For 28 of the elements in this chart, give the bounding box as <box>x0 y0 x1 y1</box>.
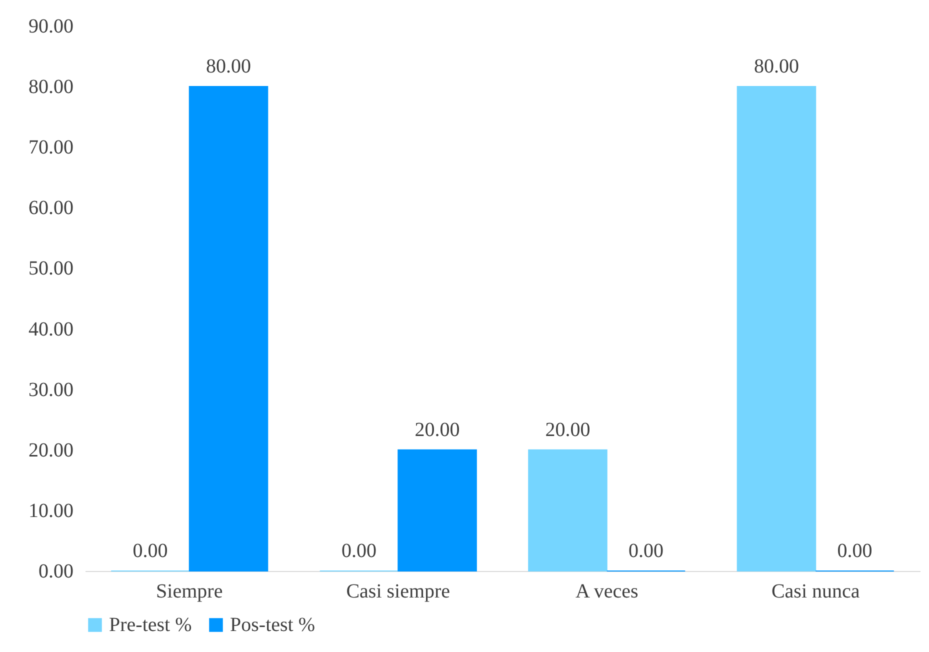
y-tick-label: 0.00 <box>38 560 74 582</box>
y-tick-label: 70.00 <box>28 136 74 159</box>
y-tick-label: 20.00 <box>28 439 74 462</box>
x-tick-label: Siempre <box>156 580 223 602</box>
y-tick-label: 80.00 <box>28 76 74 98</box>
y-tick-label: 10.00 <box>28 500 74 522</box>
y-tick-label: 90.00 <box>28 16 74 38</box>
y-tick-label: 50.00 <box>28 258 74 280</box>
data-label: 80.00 <box>754 56 799 78</box>
x-tick-label: Casi siempre <box>346 580 450 602</box>
data-label: 20.00 <box>414 418 460 441</box>
data-label: 0.00 <box>341 540 376 562</box>
data-label: 80.00 <box>206 56 252 78</box>
bar <box>736 86 816 572</box>
y-tick-label: 60.00 <box>28 197 74 220</box>
x-tick-label: Casi nunca <box>771 580 860 602</box>
data-label: 0.00 <box>628 540 664 562</box>
bar <box>528 449 608 572</box>
data-label: 0.00 <box>837 540 872 562</box>
data-label: 0.00 <box>132 540 168 562</box>
x-tick-label: A veces <box>575 580 638 602</box>
data-label: 20.00 <box>545 418 590 441</box>
bar <box>188 86 268 572</box>
y-tick-label: 40.00 <box>28 318 74 340</box>
bar <box>398 449 477 572</box>
y-tick-label: 30.00 <box>28 378 74 401</box>
legend-label: Pre-test % <box>109 614 192 636</box>
legend-label: Pos-test % <box>230 614 315 636</box>
